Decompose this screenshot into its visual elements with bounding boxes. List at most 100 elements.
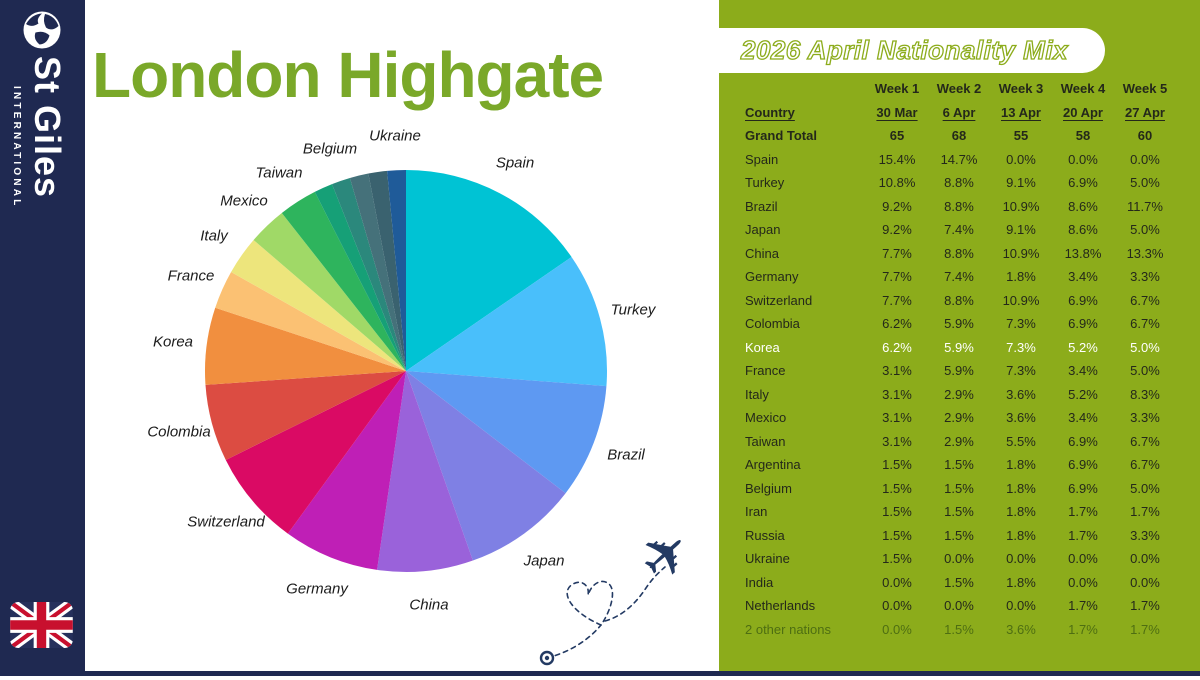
pie-slice-taiwan — [281, 191, 406, 371]
table-value-cell: 7.7% — [882, 245, 912, 261]
table-value-cell: 1.8% — [1006, 457, 1036, 473]
table-value-cell: 2.9% — [944, 410, 974, 426]
table-value-cell: 0.0% — [944, 598, 974, 614]
table-row-turkey: Turkey 10.8% 8.8% 9.1% 6.9% 5.0% — [745, 171, 1176, 195]
table-value-cell: 3.3% — [1130, 527, 1160, 543]
pie-slice-china — [377, 371, 473, 572]
pie-slice-mexico — [253, 212, 406, 371]
table-value-cell: 0.0% — [1068, 574, 1098, 590]
table-country-cell: Russia — [745, 527, 785, 543]
table-value-cell: Week 4 — [1060, 81, 1106, 97]
table-country-cell: Iran — [745, 504, 768, 520]
table-value-cell: 68 — [951, 128, 967, 144]
table-value-cell: 30 Mar — [876, 104, 918, 120]
table-value-cell: 0.0% — [1130, 151, 1160, 167]
table-value-cell: 0.0% — [882, 574, 912, 590]
table-value-cell: 1.8% — [1006, 504, 1036, 520]
pie-slice-germany — [287, 371, 406, 570]
table-value-cell: 3.6% — [1006, 386, 1036, 402]
table-value-cell: 8.8% — [944, 175, 974, 191]
table-country-cell: China — [745, 245, 779, 261]
table-value-cell: 10.9% — [1002, 292, 1040, 308]
table-value-cell: 3.1% — [882, 433, 912, 449]
table-country-cell: Japan — [745, 222, 781, 238]
brand-subtitle: INTERNATIONAL — [11, 86, 22, 209]
table-row-russia: Russia 1.5% 1.5% 1.8% 1.7% 3.3% — [745, 524, 1176, 548]
table-value-cell: 1.7% — [1130, 621, 1160, 637]
table-value-cell: 6.9% — [1068, 457, 1098, 473]
brand-name: St Giles — [27, 56, 68, 199]
table-value-cell: 1.7% — [1130, 598, 1160, 614]
table-row-japan: Japan 9.2% 7.4% 9.1% 8.6% 5.0% — [745, 218, 1176, 242]
table-country-cell: Belgium — [745, 480, 792, 496]
table-row-argentina: Argentina 1.5% 1.5% 1.8% 6.9% 6.7% — [745, 453, 1176, 477]
table-value-cell: 5.0% — [1130, 480, 1160, 496]
pie-slice-iran — [349, 173, 406, 371]
table-value-cell: 0.0% — [1006, 151, 1036, 167]
pie-slice-colombia — [205, 371, 406, 460]
table-value-cell: 0.0% — [1130, 574, 1160, 590]
table-value-cell: 3.4% — [1068, 363, 1098, 379]
table-country-cell: Ukraine — [745, 551, 790, 567]
table-value-cell: 1.5% — [944, 457, 974, 473]
globe-icon — [23, 11, 61, 49]
table-value-cell: 1.5% — [944, 574, 974, 590]
uk-flag-icon — [10, 602, 73, 648]
table-value-cell: 5.9% — [944, 363, 974, 379]
table-country-cell: Korea — [745, 339, 780, 355]
table-country-cell: 2 other nations — [745, 621, 832, 637]
table-row-mexico: Mexico 3.1% 2.9% 3.6% 3.4% 3.3% — [745, 406, 1176, 430]
table-value-cell: 13.3% — [1126, 245, 1164, 261]
table-value-cell: 7.4% — [944, 269, 974, 285]
table-value-cell: 10.8% — [878, 175, 916, 191]
table-row-taiwan: Taiwan 3.1% 2.9% 5.5% 6.9% 6.7% — [745, 430, 1176, 454]
table-value-cell: 7.3% — [1006, 316, 1036, 332]
table-value-cell: 13.8% — [1064, 245, 1102, 261]
table-value-cell: 3.1% — [882, 363, 912, 379]
table-value-cell: 3.4% — [1068, 269, 1098, 285]
table-value-cell: 5.0% — [1130, 363, 1160, 379]
table-value-cell: 6.9% — [1068, 480, 1098, 496]
pie-slice-spain — [406, 170, 572, 371]
table-row-netherlands: Netherlands 0.0% 0.0% 0.0% 1.7% 1.7% — [745, 594, 1176, 618]
table-value-cell: 6.9% — [1068, 316, 1098, 332]
table-value-cell: 1.8% — [1006, 574, 1036, 590]
table-value-cell: 0.0% — [1130, 551, 1160, 567]
table-row-colombia: Colombia 6.2% 5.9% 7.3% 6.9% 6.7% — [745, 312, 1176, 336]
table-country-cell: Mexico — [745, 410, 787, 426]
table-value-cell: 10.9% — [1002, 198, 1040, 214]
table-value-cell: 5.9% — [944, 339, 974, 355]
table-value-cell: 1.5% — [882, 504, 912, 520]
table-value-cell: 3.6% — [1006, 621, 1036, 637]
table-value-cell: 0.0% — [882, 621, 912, 637]
table-row-iran: Iran 1.5% 1.5% 1.8% 1.7% 1.7% — [745, 500, 1176, 524]
table-row-germany: Germany 7.7% 7.4% 1.8% 3.4% 3.3% — [745, 265, 1176, 289]
table-value-cell: 3.1% — [882, 410, 912, 426]
table-country-cell: Spain — [745, 151, 779, 167]
table-value-cell: 1.8% — [1006, 527, 1036, 543]
table-value-cell: 7.7% — [882, 292, 912, 308]
table-value-cell: 1.5% — [882, 551, 912, 567]
table-value-cell: 7.3% — [1006, 363, 1036, 379]
table-value-cell: 13 Apr — [1001, 104, 1041, 120]
table-country-cell: Switzerland — [745, 292, 813, 308]
table-value-cell: 6.7% — [1130, 433, 1160, 449]
table-value-cell: 6.7% — [1130, 316, 1160, 332]
table-value-cell: 1.7% — [1068, 527, 1098, 543]
nationality-pie-chart — [205, 170, 608, 572]
table-value-cell: 3.3% — [1130, 269, 1160, 285]
table-value-cell: 6.9% — [1068, 292, 1098, 308]
pie-slice-belgium — [332, 177, 406, 371]
table-row-italy: Italy 3.1% 2.9% 3.6% 5.2% 8.3% — [745, 383, 1176, 407]
table-value-cell: 5.2% — [1068, 339, 1098, 355]
table-value-cell: 9.1% — [1006, 222, 1036, 238]
panel-title: 2026 April Nationality Mix — [740, 34, 1069, 65]
table-value-cell: 8.8% — [944, 292, 974, 308]
table-country-cell: Taiwan — [745, 433, 786, 449]
